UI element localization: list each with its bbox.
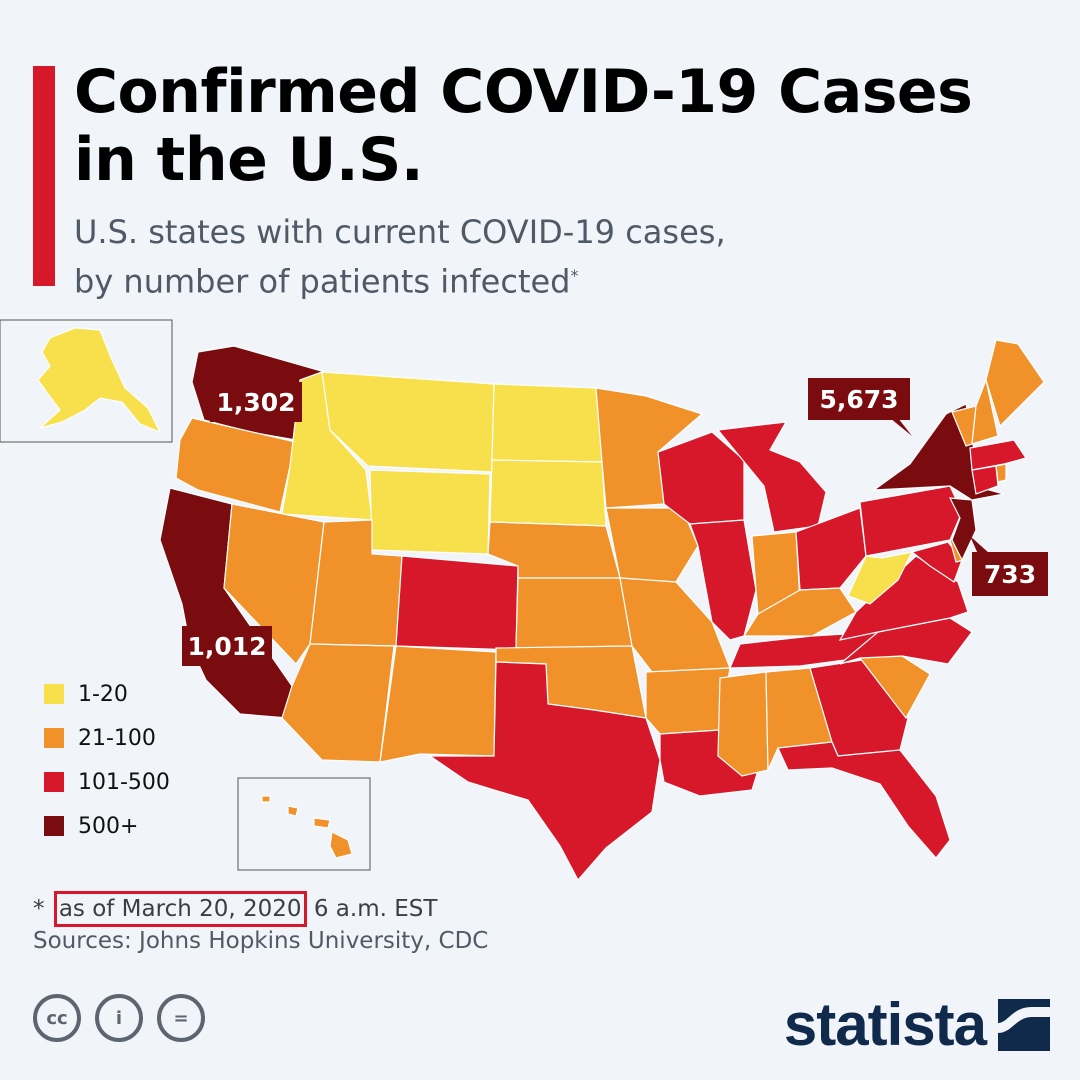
state-new-mexico <box>379 645 497 763</box>
license-icons: cc i = <box>33 994 205 1042</box>
legend-item-21-100: 21-100 <box>44 716 170 760</box>
hawaii-inset-frame <box>237 777 371 871</box>
footnote-time: 6 a.m. EST <box>313 896 438 922</box>
footnote: * as of March 20, 2020 6 a.m. EST <box>33 890 437 928</box>
state-south-dakota <box>489 459 607 527</box>
state-arkansas <box>645 667 731 735</box>
state-illinois <box>689 519 757 641</box>
cc-icon[interactable]: cc <box>33 994 81 1042</box>
state-hawaii-oahu <box>287 805 299 817</box>
us-choropleth-map: 1,302 1,012 5,673 733 <box>0 319 1048 882</box>
state-west-virginia <box>847 551 914 605</box>
legend-swatch <box>44 772 64 792</box>
state-arizona <box>281 643 395 763</box>
state-hawaii <box>261 795 271 803</box>
callout-new-york-label: 5,673 <box>819 385 898 414</box>
attribution-icon[interactable]: i <box>95 994 143 1042</box>
callout-washington-box <box>210 382 302 422</box>
legend-label: 21-100 <box>78 725 156 751</box>
state-montana <box>321 371 495 473</box>
state-maryland <box>910 541 963 583</box>
legend-label: 500+ <box>78 813 139 839</box>
state-rhode-island <box>995 463 1007 483</box>
state-ohio <box>795 507 867 591</box>
subtitle-footnote-marker: * <box>570 266 579 285</box>
callout-new-jersey: 733 <box>970 536 1048 596</box>
state-nevada <box>223 503 325 665</box>
chart-title: Confirmed COVID-19 Cases in the U.S. <box>74 57 973 195</box>
logo-wordmark: statista <box>783 991 987 1058</box>
state-connecticut <box>971 465 999 495</box>
legend-item-500-plus: 500+ <box>44 804 170 848</box>
state-texas <box>428 661 661 882</box>
state-hawaii-big-island <box>329 831 353 859</box>
legend-label: 1-20 <box>78 681 128 707</box>
no-derivatives-icon[interactable]: = <box>157 994 205 1042</box>
legend-swatch <box>44 816 64 836</box>
subtitle-line-1: U.S. states with current COVID-19 cases, <box>74 213 726 251</box>
title-accent-bar <box>33 66 55 286</box>
subtitle-line-2: by number of patients infected <box>74 262 571 301</box>
state-north-dakota <box>491 383 603 463</box>
statista-mark-icon <box>998 998 1050 1051</box>
state-hawaii-group <box>261 795 353 859</box>
statista-logo[interactable]: statista <box>784 990 1050 1059</box>
title-line-1: Confirmed COVID-19 Cases <box>74 57 973 127</box>
callout-california-box <box>182 626 272 666</box>
state-wyoming <box>369 469 491 555</box>
state-hawaii-maui <box>313 817 331 829</box>
callout-washington-label: 1,302 <box>216 388 295 417</box>
callout-california-label: 1,012 <box>187 632 266 661</box>
callout-new-york-pointer <box>890 418 912 436</box>
legend-swatch <box>44 684 64 704</box>
state-florida <box>777 741 951 859</box>
title-line-2: in the U.S. <box>74 125 424 195</box>
state-michigan <box>716 421 827 533</box>
state-new-hampshire <box>971 377 999 445</box>
legend-item-1-20: 1-20 <box>44 672 170 716</box>
state-alaska <box>37 327 162 434</box>
map-legend: 1-20 21-100 101-500 500+ <box>44 672 170 848</box>
callout-washington: 1,302 <box>210 382 302 422</box>
footnote-marker: * <box>33 896 45 922</box>
legend-swatch <box>44 728 64 748</box>
sources-note: Sources: Johns Hopkins University, CDC <box>33 928 489 954</box>
footnote-date-highlight: as of March 20, 2020 <box>53 891 307 927</box>
legend-label: 101-500 <box>78 769 170 795</box>
alaska-inset-frame <box>0 319 173 443</box>
callout-new-jersey-box <box>972 552 1048 596</box>
state-kansas <box>515 577 633 649</box>
callout-new-york: 5,673 <box>808 378 912 436</box>
chart-subtitle: U.S. states with current COVID-19 cases,… <box>74 210 726 304</box>
legend-item-101-500: 101-500 <box>44 760 170 804</box>
callout-new-jersey-pointer <box>970 536 990 554</box>
callout-california: 1,012 <box>182 626 272 666</box>
callout-new-york-box <box>808 378 910 420</box>
state-maine <box>985 339 1045 428</box>
state-mississippi <box>717 671 769 777</box>
state-massachusetts <box>969 439 1027 471</box>
state-colorado <box>395 555 519 651</box>
callout-new-jersey-label: 733 <box>984 560 1036 589</box>
state-pennsylvania <box>859 485 963 557</box>
